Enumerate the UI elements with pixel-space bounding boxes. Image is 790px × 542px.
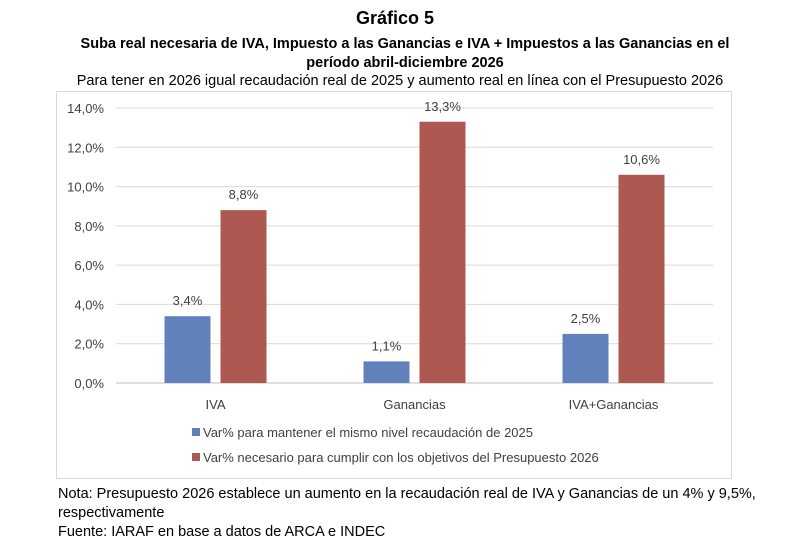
legend-label: Var% para mantener el mismo nivel recaud… bbox=[203, 425, 533, 440]
data-label: 10,6% bbox=[623, 152, 660, 167]
x-tick-label: IVA bbox=[206, 397, 226, 412]
legend-label: Var% necesario para cumplir con los obje… bbox=[203, 450, 599, 465]
chart-title: Gráfico 5 bbox=[355, 8, 435, 28]
bar-presupuesto bbox=[220, 210, 267, 383]
bar-mantener bbox=[164, 316, 211, 383]
chart-caption: Para tener en 2026 igual recaudación rea… bbox=[76, 73, 724, 89]
y-tick-label: 4,0% bbox=[74, 297, 104, 312]
data-label: 3,4% bbox=[173, 293, 203, 308]
data-label: 8,8% bbox=[229, 187, 259, 202]
x-tick-label: IVA+Ganancias bbox=[569, 397, 659, 412]
source-note: Fuente: IARAF en base a datos de ARCA e … bbox=[58, 524, 386, 540]
y-tick-label: 6,0% bbox=[74, 258, 104, 273]
y-tick-label: 0,0% bbox=[74, 376, 104, 391]
y-tick-label: 8,0% bbox=[74, 219, 104, 234]
chart-subtitle: Suba real necesaria de IVA, Impuesto a l… bbox=[80, 36, 730, 71]
data-label: 1,1% bbox=[372, 338, 402, 353]
bar-presupuesto bbox=[618, 174, 665, 383]
y-tick-label: 14,0% bbox=[67, 101, 104, 116]
note-line-2: respectivamente bbox=[58, 505, 165, 521]
bar-mantener bbox=[562, 333, 609, 383]
y-tick-label: 2,0% bbox=[74, 337, 104, 352]
note-line-1: Nota: Presupuesto 2026 establece un aume… bbox=[58, 486, 756, 502]
y-tick-label: 10,0% bbox=[67, 180, 104, 195]
legend-swatch bbox=[192, 428, 200, 436]
y-tick-label: 12,0% bbox=[67, 140, 104, 155]
bar-mantener bbox=[363, 361, 410, 383]
chart-frame bbox=[56, 91, 732, 479]
data-label: 13,3% bbox=[424, 99, 461, 114]
data-label: 2,5% bbox=[571, 311, 601, 326]
legend-swatch bbox=[192, 453, 200, 461]
bar-presupuesto bbox=[419, 121, 466, 383]
x-tick-label: Ganancias bbox=[383, 397, 446, 412]
